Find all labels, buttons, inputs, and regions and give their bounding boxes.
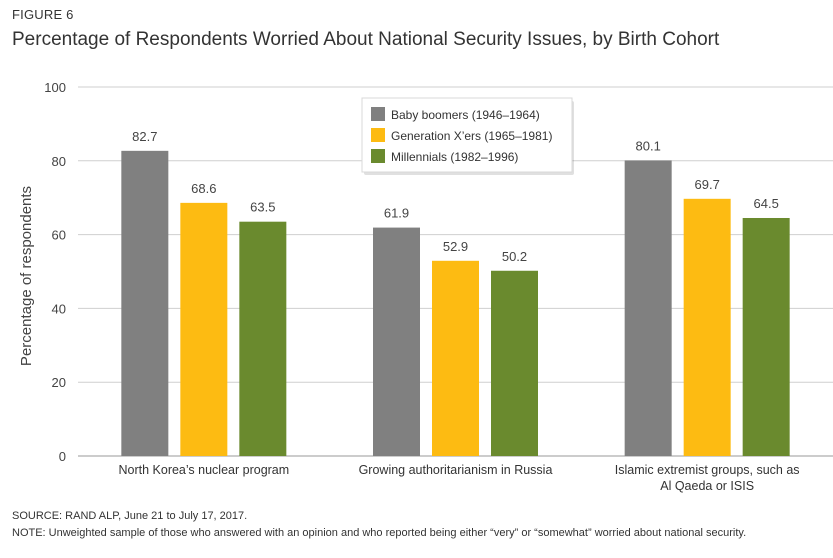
y-tick-label: 20 [52,375,66,390]
legend-swatch [371,149,385,163]
bar [373,227,420,456]
data-label: 80.1 [636,138,661,153]
bar [180,202,228,456]
data-label: 69.7 [695,177,720,192]
legend-entry: Millennials (1982–1996) [391,150,518,164]
data-label: 68.6 [191,181,216,196]
y-tick-label: 60 [52,228,66,243]
source-note: SOURCE: RAND ALP, June 21 to July 17, 20… [12,510,248,522]
legend-swatch [371,128,385,142]
legend-entry: Baby boomers (1946–1964) [391,108,540,122]
data-label: 52.9 [443,239,468,254]
footnote: NOTE: Unweighted sample of those who ans… [12,527,747,539]
bar [742,217,790,456]
category-labels: North Korea’s nuclear program Growing aut… [118,463,799,493]
legend-entry: Generation X’ers (1965–1981) [391,129,552,143]
data-label: 64.5 [754,196,779,211]
bar [683,198,731,456]
bar [491,270,538,456]
bar [624,160,672,456]
bar-chart: 0 20 40 60 80 100 Percentage of respondents 8… [18,80,833,493]
legend-box [361,97,573,173]
category-label: Growing authoritarianism in Russia [359,463,553,477]
data-label: 82.7 [132,129,157,144]
data-label: 50.2 [502,249,527,264]
data-label: 63.5 [250,200,275,215]
legend: Baby boomers (1946–1964) Generation X’ers… [361,97,574,175]
data-label: 61.9 [384,206,409,221]
bar [239,221,287,456]
y-tick-label: 100 [44,80,66,95]
y-axis-label: Percentage of respondents [18,186,35,366]
category-label: Islamic extremist groups, such as [615,463,800,477]
category-label: Al Qaeda or ISIS [660,479,754,493]
legend-swatch [371,107,385,121]
y-tick-labels: 0 20 40 60 80 100 [44,80,66,464]
figure-label: FIGURE 6 [12,7,74,22]
y-tick-label: 40 [52,301,66,316]
bar [121,150,169,456]
data-labels: 82.7 68.6 63.5 61.9 52.9 50.2 80.1 69.7 64.5 [132,129,779,264]
chart-title: Percentage of Respondents Worried About … [12,29,720,50]
bars [121,150,790,456]
bar [432,260,479,456]
y-tick-label: 0 [59,449,66,464]
category-label: North Korea’s nuclear program [118,463,289,477]
y-tick-label: 80 [52,154,66,169]
